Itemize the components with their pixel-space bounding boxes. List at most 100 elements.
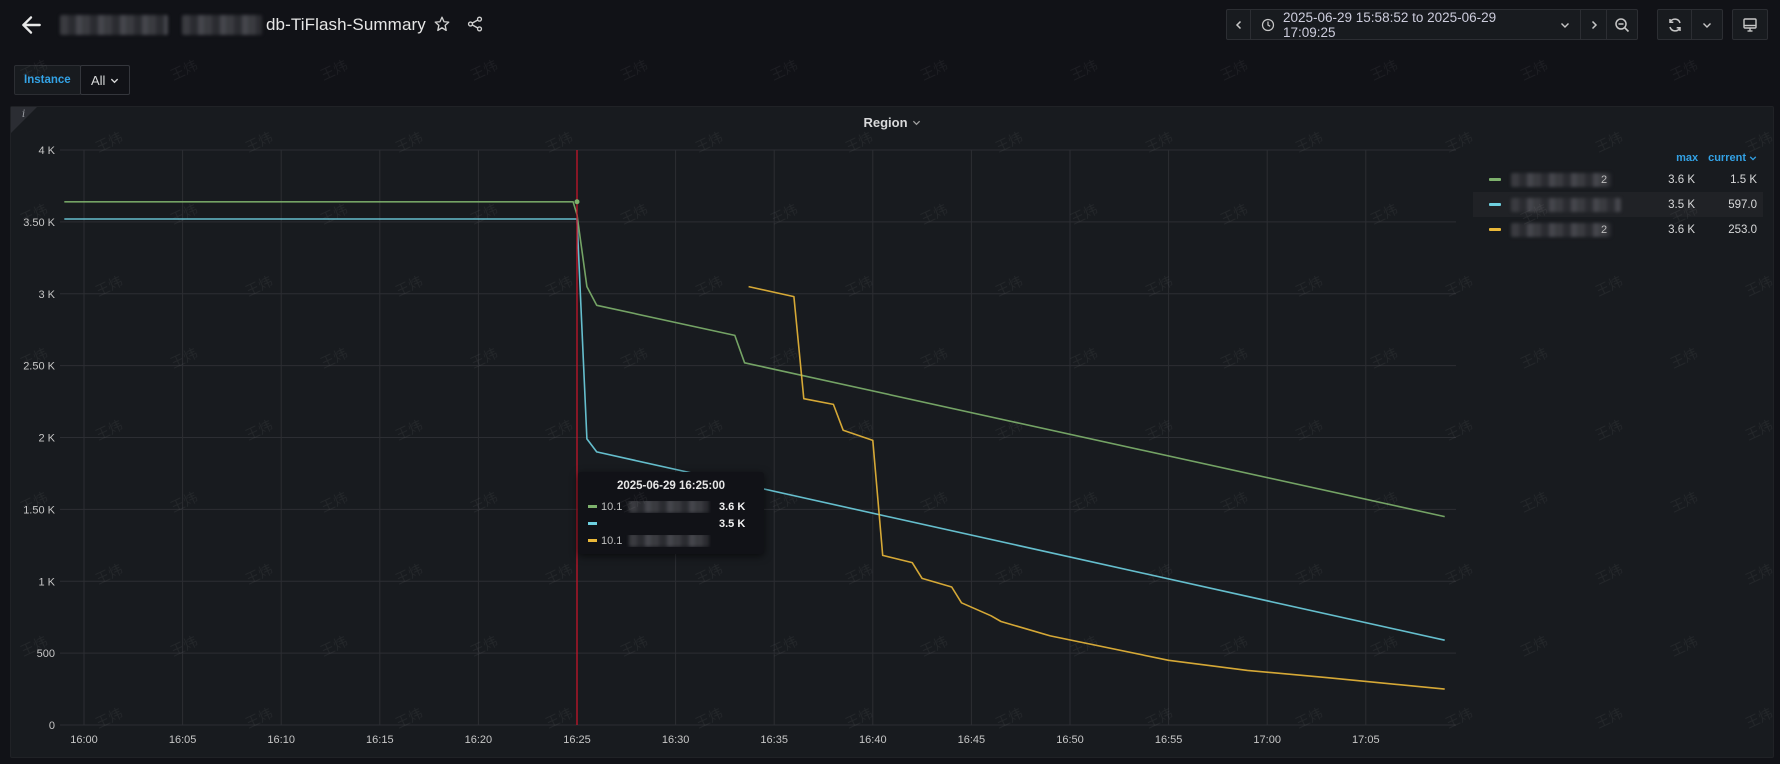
y-tick-label: 2.50 K [23, 361, 55, 373]
legend-max-value: 3.6 K [1668, 173, 1695, 186]
legend-series-name-redacted [1511, 222, 1615, 237]
x-tick-label: 16:15 [366, 734, 394, 746]
y-tick-label: 500 [37, 648, 55, 660]
tooltip-series-name-text: 10.1 [601, 534, 623, 547]
panel-title[interactable]: Region [11, 111, 1773, 133]
time-range-picker[interactable]: 2025-06-29 15:58:52 to 2025-06-29 17:09:… [1251, 9, 1581, 40]
instance-variable-select[interactable]: All [80, 65, 131, 95]
zoom-out-icon [1615, 17, 1630, 32]
legend-series-name-redacted [1511, 197, 1621, 212]
legend-col-current[interactable]: current [1708, 152, 1757, 164]
watermark-text: 王炜 [1667, 56, 1701, 84]
info-icon[interactable]: i [22, 109, 26, 120]
legend-swatch [1489, 228, 1501, 231]
x-tick-label: 16:45 [958, 734, 986, 746]
legend-col-current-label: current [1708, 152, 1746, 164]
chevron-down-icon [111, 78, 119, 83]
x-tick-label: 16:40 [859, 734, 887, 746]
breadcrumb[interactable]: db-TiFlash-Summary [60, 13, 426, 37]
instance-variable-value: All [91, 72, 106, 88]
legend-series-suffix: 2 [1601, 173, 1608, 186]
legend-current-value: 1.5 K [1730, 173, 1757, 186]
watermark-text: 王炜 [1067, 56, 1101, 84]
chart-tooltip: 2025-06-29 16:25:00 10.1 3.6 K 3.5 K 10.… [578, 472, 764, 554]
watermark-text: 王炜 [1217, 56, 1251, 84]
series-line-2 [748, 285, 1445, 690]
tv-mode-group [1732, 9, 1768, 40]
time-forward-button[interactable] [1581, 10, 1607, 39]
tv-mode-button[interactable] [1733, 10, 1767, 39]
watermark-text: 王炜 [1517, 56, 1551, 84]
tooltip-row: 3.5 K [588, 515, 754, 532]
watermark-text: 王炜 [617, 56, 651, 84]
legend-row[interactable]: 2 3.6 K 253.0 [1473, 217, 1763, 242]
arrow-left-icon[interactable] [18, 12, 44, 38]
refresh-group [1657, 9, 1723, 40]
watermark-text: 王炜 [1367, 56, 1401, 84]
tooltip-series-name-text: 10.1 [601, 500, 623, 513]
watermark-text: 王炜 [467, 56, 501, 84]
y-tick-label: 3.50 K [23, 217, 55, 229]
x-tick-label: 17:05 [1352, 734, 1380, 746]
x-tick-label: 16:10 [267, 734, 295, 746]
instance-variable-label: Instance [14, 65, 81, 95]
y-tick-label: 4 K [38, 145, 55, 157]
x-tick-label: 16:35 [760, 734, 788, 746]
time-picker-group: 2025-06-29 15:58:52 to 2025-06-29 17:09:… [1226, 9, 1638, 40]
zoom-out-button[interactable] [1607, 10, 1637, 39]
legend-max-value: 3.6 K [1668, 223, 1695, 236]
tooltip-value: 3.5 K [719, 517, 746, 530]
legend-swatch [1489, 178, 1501, 181]
hover-point [574, 199, 580, 205]
y-tick-label: 0 [49, 720, 55, 732]
refresh-button[interactable] [1658, 10, 1692, 39]
legend-header: max current [1473, 149, 1763, 167]
x-tick-label: 16:25 [563, 734, 591, 746]
legend-series-name-redacted [1511, 172, 1615, 187]
region-panel: i Region 0 500 1 K 1.50 K 2 K 2.50 K 3 K 3.50 K… [10, 106, 1774, 758]
panel-info-corner[interactable] [11, 107, 37, 133]
time-range-text: 2025-06-29 15:58:52 to 2025-06-29 17:09:… [1282, 9, 1497, 40]
chevron-right-icon [1591, 20, 1597, 29]
legend-row[interactable]: 3.5 K 597.0 [1473, 192, 1763, 217]
x-tick-label: 16:05 [169, 734, 197, 746]
chevron-down-icon [912, 120, 920, 125]
legend-col-max[interactable]: max [1676, 152, 1699, 164]
tooltip-value: 3.6 K [719, 500, 746, 513]
share-icon[interactable] [466, 15, 484, 33]
tooltip-swatch [588, 522, 597, 525]
tooltip-row: 10.1 3.6 K [588, 498, 754, 515]
watermark-text: 王炜 [917, 56, 951, 84]
legend-swatch [1489, 203, 1501, 206]
y-tick-label: 1 K [38, 576, 55, 588]
series-line-1 [64, 218, 1445, 641]
legend-current-value: 597.0 [1728, 198, 1757, 211]
chart-legend: max current 2 3.6 K 1.5 K 3.5 K 597.0 2 … [1473, 149, 1763, 242]
legend-row[interactable]: 2 3.6 K 1.5 K [1473, 167, 1763, 192]
star-icon[interactable] [433, 15, 451, 33]
redacted-dashboard-prefix [182, 15, 262, 35]
chevron-down-icon [1749, 156, 1757, 161]
tooltip-series-name: 10.1 [601, 500, 711, 513]
chevron-left-icon [1235, 20, 1241, 29]
refresh-interval-dropdown[interactable] [1692, 10, 1722, 39]
x-tick-label: 16:00 [70, 734, 98, 746]
tooltip-swatch [588, 539, 597, 542]
y-tick-label: 1.50 K [23, 504, 55, 516]
y-tick-label: 3 K [38, 289, 55, 301]
panel-title-text: Region [863, 114, 908, 130]
legend-current-value: 253.0 [1728, 223, 1757, 236]
legend-max-value: 3.5 K [1668, 198, 1695, 211]
monitor-icon [1743, 17, 1757, 32]
time-back-button[interactable] [1227, 10, 1251, 39]
chevron-down-icon [1703, 22, 1711, 28]
chevron-down-icon [1561, 22, 1570, 28]
tooltip-time: 2025-06-29 16:25:00 [616, 480, 726, 492]
x-tick-label: 16:50 [1056, 734, 1084, 746]
dashboard-title[interactable]: db-TiFlash-Summary [266, 15, 426, 34]
x-tick-label: 16:55 [1155, 734, 1183, 746]
region-line-chart[interactable]: 0 500 1 K 1.50 K 2 K 2.50 K 3 K 3.50 K 4 K 16:00 1… [11, 107, 1471, 759]
watermark-text: 王炜 [167, 56, 201, 84]
series-line-0 [64, 201, 1445, 518]
legend-series-suffix: 2 [1601, 223, 1608, 236]
